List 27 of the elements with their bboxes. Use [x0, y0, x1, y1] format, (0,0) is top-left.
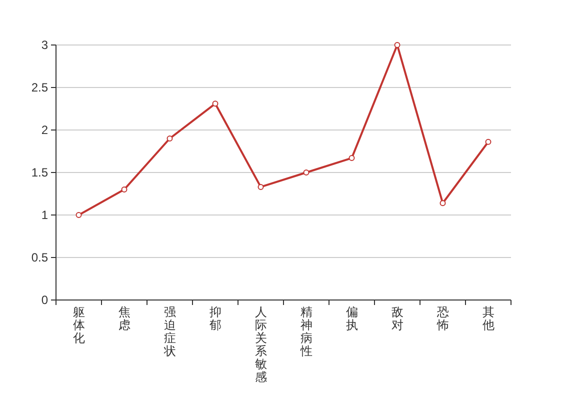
point — [440, 200, 446, 206]
point — [212, 100, 218, 107]
x-tick-label: 敌对 — [391, 305, 404, 332]
x-tick-label: 恐怖 — [436, 305, 449, 332]
x-tick-label: 强迫症状 — [162, 305, 176, 358]
point — [394, 42, 400, 48]
y-tick-label: 1.5 — [31, 166, 48, 180]
point — [485, 138, 492, 145]
y-tick-label: 2 — [41, 123, 48, 137]
x-tick-label: 焦虑 — [118, 305, 130, 332]
point — [348, 155, 355, 162]
x-tick-label: 偏执 — [346, 305, 358, 332]
point — [76, 212, 82, 218]
y-tick-label: 0 — [41, 293, 48, 307]
y-tick-label: 3 — [41, 38, 48, 52]
x-tick-label: 躯体化 — [72, 305, 85, 345]
point — [121, 186, 128, 192]
point — [303, 170, 310, 176]
point — [258, 184, 264, 190]
x-tick-label: 人际关系敏感 — [254, 305, 267, 384]
x-tick-label: 精神病性 — [299, 305, 312, 358]
y-tick-label: 0.5 — [31, 250, 48, 264]
x-tick-label: 其他 — [482, 305, 494, 332]
y-tick-label: 2.5 — [31, 80, 48, 94]
x-tick-label: 抑郁 — [209, 305, 222, 332]
point — [166, 136, 173, 142]
y-tick-label: 1 — [41, 208, 48, 222]
